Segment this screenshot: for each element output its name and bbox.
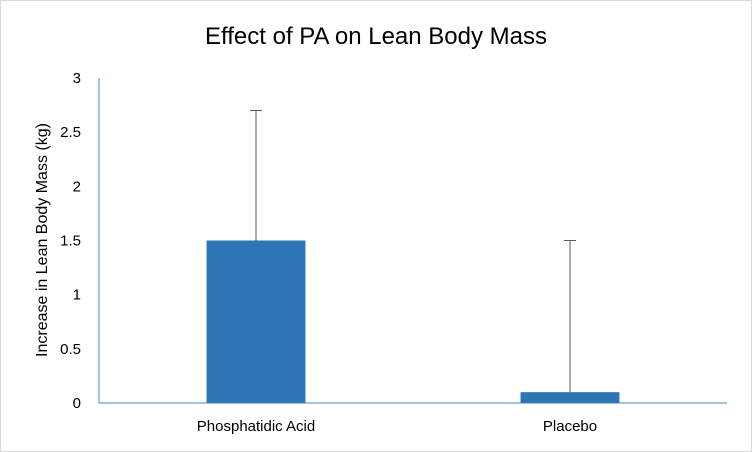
bar-placebo (520, 392, 620, 403)
error-bars (250, 110, 576, 393)
bars (206, 240, 620, 403)
error-bar-placebo (564, 240, 576, 393)
y-axis-title: Increase in Lean Body Mass (kg) (34, 123, 51, 357)
chart-title: Effect of PA on Lean Body Mass (205, 23, 547, 50)
y-tick-label: 2 (73, 178, 81, 195)
y-tick-label: 2.5 (60, 124, 81, 141)
y-axis-ticks: 0 0.5 1 1.5 2 2.5 3 (60, 70, 81, 412)
x-category-label: Placebo (543, 418, 597, 435)
x-axis-labels: Phosphatidic Acid Placebo (197, 418, 597, 435)
error-bar-phosphatidic-acid (250, 110, 262, 241)
y-tick-label: 0.5 (60, 341, 81, 358)
y-tick-label: 0 (73, 395, 81, 412)
x-category-label: Phosphatidic Acid (197, 418, 315, 435)
y-tick-label: 1.5 (60, 233, 81, 250)
y-tick-label: 1 (73, 287, 81, 304)
bar-phosphatidic-acid (206, 240, 306, 403)
y-tick-label: 3 (73, 70, 81, 87)
